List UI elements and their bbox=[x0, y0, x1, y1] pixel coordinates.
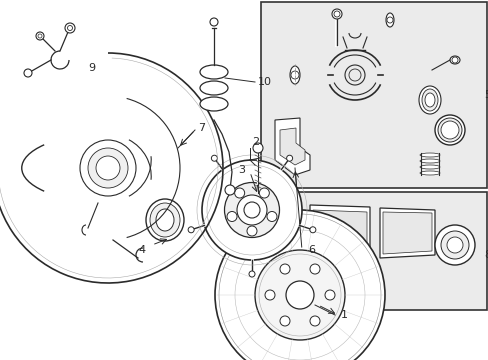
Ellipse shape bbox=[449, 56, 459, 64]
Circle shape bbox=[246, 226, 257, 236]
Circle shape bbox=[24, 69, 32, 77]
Ellipse shape bbox=[156, 209, 174, 231]
Bar bbox=[329, 228, 351, 236]
Ellipse shape bbox=[419, 159, 439, 163]
Ellipse shape bbox=[419, 153, 439, 157]
Ellipse shape bbox=[437, 118, 461, 142]
Ellipse shape bbox=[146, 199, 183, 241]
Circle shape bbox=[309, 316, 319, 326]
Circle shape bbox=[65, 23, 75, 33]
Circle shape bbox=[237, 195, 266, 225]
Circle shape bbox=[224, 185, 235, 195]
Circle shape bbox=[259, 188, 269, 198]
Text: 6: 6 bbox=[307, 245, 314, 255]
Text: 2: 2 bbox=[251, 137, 259, 147]
Circle shape bbox=[280, 316, 289, 326]
Ellipse shape bbox=[200, 81, 227, 95]
Circle shape bbox=[309, 264, 319, 274]
Circle shape bbox=[215, 210, 384, 360]
Text: 10: 10 bbox=[258, 77, 271, 87]
Ellipse shape bbox=[200, 97, 227, 111]
Polygon shape bbox=[382, 212, 431, 254]
Ellipse shape bbox=[200, 65, 227, 79]
Circle shape bbox=[226, 211, 237, 221]
Text: 9: 9 bbox=[88, 63, 95, 73]
Circle shape bbox=[209, 18, 218, 26]
Circle shape bbox=[36, 32, 44, 40]
Circle shape bbox=[331, 9, 341, 19]
Polygon shape bbox=[309, 205, 369, 260]
Circle shape bbox=[244, 202, 260, 218]
Ellipse shape bbox=[289, 66, 299, 84]
Circle shape bbox=[302, 246, 305, 250]
Circle shape bbox=[224, 183, 279, 238]
Circle shape bbox=[286, 155, 292, 161]
Circle shape bbox=[211, 155, 217, 161]
Ellipse shape bbox=[419, 165, 439, 169]
Circle shape bbox=[266, 211, 276, 221]
Circle shape bbox=[188, 227, 194, 233]
Polygon shape bbox=[312, 210, 366, 255]
Ellipse shape bbox=[418, 86, 440, 114]
Circle shape bbox=[309, 227, 315, 233]
Circle shape bbox=[248, 271, 254, 277]
Polygon shape bbox=[269, 205, 297, 262]
Circle shape bbox=[252, 143, 263, 153]
Bar bbox=[261, 192, 486, 310]
Polygon shape bbox=[280, 128, 305, 165]
Circle shape bbox=[440, 231, 468, 259]
Polygon shape bbox=[379, 208, 434, 258]
Ellipse shape bbox=[440, 121, 458, 139]
Circle shape bbox=[285, 281, 313, 309]
Circle shape bbox=[325, 290, 334, 300]
Ellipse shape bbox=[424, 93, 434, 107]
Ellipse shape bbox=[150, 203, 180, 237]
Ellipse shape bbox=[385, 13, 393, 27]
Circle shape bbox=[234, 188, 244, 198]
Circle shape bbox=[96, 156, 120, 180]
Ellipse shape bbox=[434, 115, 464, 145]
Circle shape bbox=[446, 237, 462, 253]
Text: 4: 4 bbox=[138, 245, 145, 255]
Text: 3: 3 bbox=[238, 165, 244, 175]
Bar bbox=[261, 2, 486, 188]
Circle shape bbox=[254, 250, 345, 340]
Circle shape bbox=[80, 140, 136, 196]
Ellipse shape bbox=[419, 171, 439, 175]
Text: 8: 8 bbox=[483, 250, 488, 260]
Circle shape bbox=[302, 216, 305, 220]
Circle shape bbox=[88, 148, 128, 188]
Circle shape bbox=[202, 160, 302, 260]
Circle shape bbox=[434, 225, 474, 265]
Circle shape bbox=[264, 290, 274, 300]
Ellipse shape bbox=[421, 89, 437, 111]
Text: 5: 5 bbox=[483, 90, 488, 100]
Circle shape bbox=[280, 264, 289, 274]
Text: 1: 1 bbox=[340, 310, 347, 320]
Text: 7: 7 bbox=[198, 123, 204, 133]
Polygon shape bbox=[274, 118, 309, 175]
